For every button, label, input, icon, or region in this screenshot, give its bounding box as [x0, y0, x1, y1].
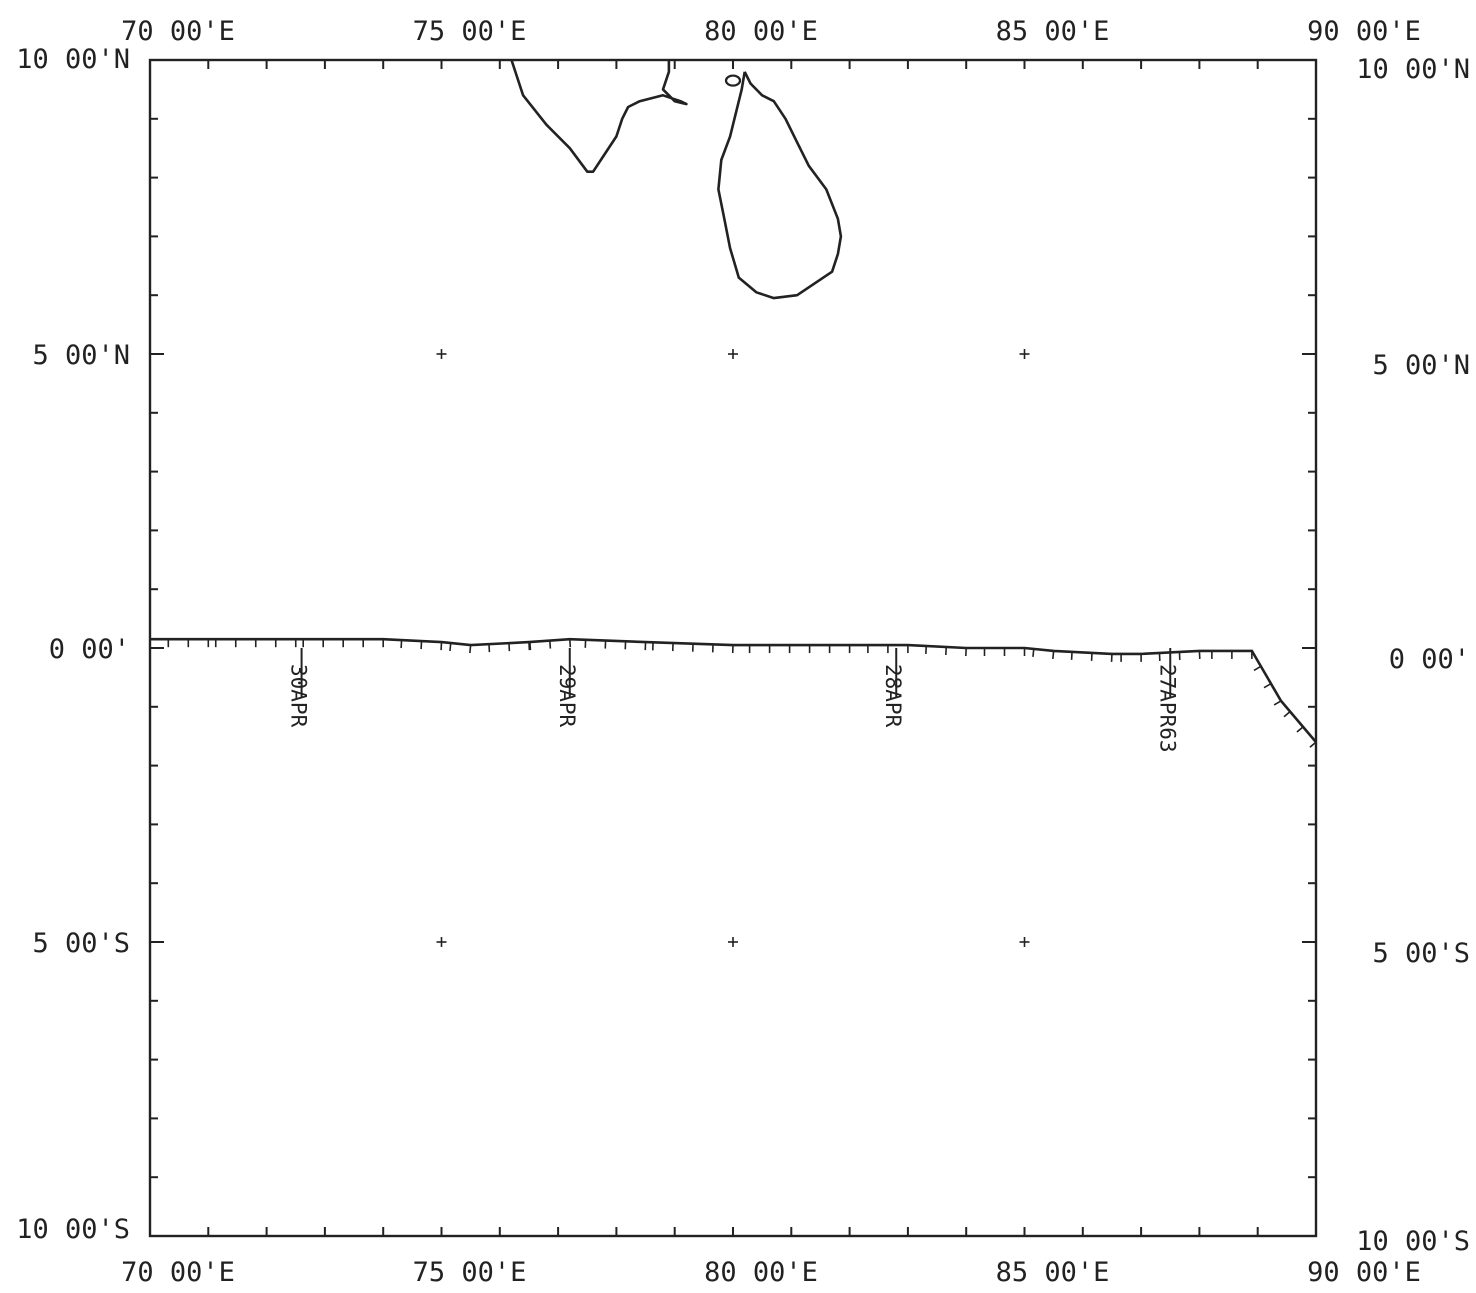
day-marker-label: 27APR63: [1155, 664, 1179, 753]
right-latitude-label: 10 00'S: [1356, 1226, 1470, 1257]
left-latitude-label: 0 00': [49, 634, 130, 665]
track-hash: [1296, 726, 1304, 733]
day-marker: 28APR: [881, 648, 905, 728]
track-hash: [529, 641, 532, 651]
ship-track: 27APR63 28APR 29APR 30APR: [150, 637, 1317, 753]
track-hash: [1253, 665, 1262, 672]
track-hash: [1052, 650, 1055, 659]
right-latitude-label: 5 00'N: [1372, 350, 1470, 381]
track-hash: [1273, 700, 1282, 706]
coastline-sri-lanka: [717, 71, 843, 300]
coordinate-labels: 70 00'E 75 00'E 80 00'E 85 00'E 90 00'E 70 00…: [16, 16, 1470, 1288]
bottom-longitude-label: 80 00'E: [704, 1257, 818, 1288]
coastline-india: [510, 59, 688, 173]
right-latitude-label: 0 00': [1389, 644, 1470, 675]
coastline-layer: [510, 59, 843, 300]
frame-ticks: [150, 60, 1316, 1236]
graticule-cross: [728, 349, 738, 359]
left-latitude-label: 10 00'S: [16, 1214, 130, 1245]
track-hash: [549, 640, 552, 649]
bottom-longitude-label: 75 00'E: [413, 1257, 527, 1288]
day-marker: 30APR: [287, 648, 311, 728]
day-marker-label: 28APR: [881, 664, 905, 728]
day-marker-label: 29APR: [555, 664, 579, 728]
graticule-crosses: [436, 349, 1030, 947]
left-latitude-label: 5 00'S: [32, 928, 130, 959]
top-longitude-label: 85 00'E: [996, 16, 1110, 47]
bottom-longitude-label: 85 00'E: [996, 1257, 1110, 1288]
day-marker: 27APR63: [1155, 648, 1179, 753]
graticule-cross: [436, 937, 447, 947]
graticule-cross: [728, 937, 738, 947]
bottom-longitude-label: 90 00'E: [1307, 1257, 1421, 1288]
right-latitude-label: 5 00'S: [1372, 938, 1470, 969]
track-hash: [469, 644, 472, 654]
track-hash: [1309, 741, 1317, 748]
islet-outline: [724, 74, 742, 87]
top-longitude-label: 75 00'E: [413, 16, 527, 47]
track-hash: [568, 639, 572, 648]
track-hash: [449, 642, 452, 652]
top-longitude-label: 70 00'E: [121, 16, 235, 47]
track-hash: [1283, 710, 1291, 718]
right-latitude-label: 10 00'N: [1356, 54, 1470, 85]
left-latitude-label: 5 00'N: [32, 340, 130, 371]
day-marker: 29APR: [555, 648, 579, 728]
graticule-cross: [436, 349, 447, 359]
left-latitude-label: 10 00'N: [16, 44, 130, 75]
graticule-cross: [1019, 937, 1030, 947]
top-longitude-label: 80 00'E: [704, 16, 818, 47]
graticule-cross: [1019, 349, 1030, 359]
track-hash: [1032, 648, 1035, 657]
day-marker-label: 30APR: [287, 664, 311, 728]
top-longitude-label: 90 00'E: [1307, 16, 1421, 47]
bottom-longitude-label: 70 00'E: [121, 1257, 235, 1288]
track-hash: [1263, 682, 1272, 689]
